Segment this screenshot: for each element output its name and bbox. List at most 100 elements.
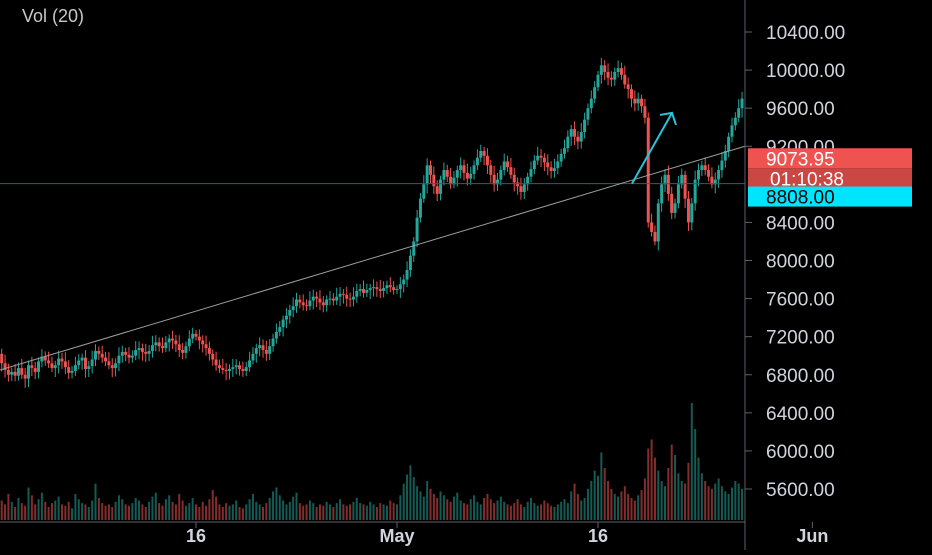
candle-body [382, 288, 386, 291]
candle-body [372, 287, 376, 289]
candle-body [228, 369, 231, 371]
volume-bar [409, 465, 412, 520]
candle-body [676, 184, 680, 204]
volume-bar [556, 504, 559, 520]
candle-body [700, 165, 704, 171]
candle-body [288, 310, 292, 316]
candle-body [703, 165, 707, 171]
candle-body [187, 338, 191, 347]
candle-body [599, 65, 603, 75]
candle-body [472, 165, 476, 174]
volume-bar [637, 495, 640, 520]
volume-bar [576, 494, 579, 520]
candle-body [341, 293, 345, 295]
volume-bar [426, 481, 429, 520]
candle-body [221, 368, 225, 370]
price-tick-label: 7600.00 [766, 290, 835, 311]
candle-body [355, 290, 359, 297]
volume-bar [97, 497, 100, 520]
volume-bar [710, 488, 713, 520]
volume-bar [593, 470, 596, 520]
price-tick-label: 7200.00 [766, 328, 835, 349]
candle-body [27, 365, 30, 379]
last-price-text: 9073.95 [766, 149, 835, 170]
candle-body [686, 198, 690, 223]
volume-bar [432, 494, 435, 520]
volume-bar [509, 505, 512, 520]
candle-body [512, 174, 516, 183]
candle-body [529, 169, 533, 177]
price-axis[interactable]: 10400.0010000.009600.009200.008400.00800… [744, 0, 912, 550]
volume-bar [64, 505, 67, 520]
candle-body [368, 288, 372, 291]
volume-bar [138, 500, 141, 520]
candle-body [154, 342, 158, 346]
candle-body [402, 279, 406, 285]
volume-bar [54, 500, 57, 520]
volume-bar [101, 503, 104, 520]
volume-bar [399, 495, 402, 520]
volume-bar [720, 486, 723, 520]
volume-bar [161, 505, 164, 520]
volume-bar [653, 457, 656, 520]
candle-body [609, 77, 613, 80]
volume-bar [731, 487, 733, 520]
trendline [0, 145, 746, 371]
volume-bar [503, 501, 506, 520]
volume-bar [248, 499, 251, 520]
volume-bar [302, 505, 305, 520]
volume-bar [241, 508, 244, 520]
volume-bar [667, 468, 670, 520]
candle-body [626, 84, 630, 90]
volume-bar [322, 505, 325, 520]
countdown-badge [748, 168, 912, 189]
candle-body [640, 98, 644, 107]
chart-drawings[interactable] [0, 111, 746, 371]
candle-body [485, 155, 489, 166]
candle-body [140, 348, 144, 352]
candle-body [539, 155, 543, 158]
candle-body [67, 367, 71, 373]
volume-bars [0, 403, 744, 520]
candle-body [683, 174, 687, 199]
candle-body [33, 368, 37, 372]
volume-bar [486, 494, 489, 520]
candle-body [462, 165, 466, 173]
volume-bar [10, 501, 13, 520]
candle-body [120, 351, 124, 356]
volume-bar [84, 504, 87, 520]
candle-body [740, 98, 744, 109]
volume-bar [198, 507, 201, 520]
candle-body [331, 298, 335, 301]
candle-body [549, 167, 553, 172]
candle-body [167, 338, 171, 343]
candle-body [646, 117, 650, 223]
candle-body [506, 161, 510, 168]
candle-body [502, 161, 506, 171]
candle-body [107, 361, 111, 366]
volume-bar [694, 429, 697, 520]
volume-bar [329, 504, 331, 520]
volume-bar [17, 497, 20, 520]
candle-body [425, 165, 429, 185]
volume-bar [617, 496, 620, 520]
candle-body [291, 306, 295, 311]
candle-body [30, 365, 34, 369]
volume-bar [469, 499, 472, 520]
volume-bar [352, 501, 355, 520]
time-axis[interactable]: 16 May 16 Jun [0, 521, 828, 546]
candle-body [573, 129, 577, 137]
candle-body [546, 162, 550, 168]
volume-bar [436, 497, 439, 520]
volume-bar [597, 475, 599, 520]
candle-body [737, 108, 741, 118]
volume-bar [382, 504, 385, 520]
volume-bar [325, 501, 328, 520]
volume-bar [640, 490, 643, 520]
volume-bar [27, 487, 30, 520]
candle-body [191, 333, 195, 339]
volume-study-label[interactable]: Vol (20) [22, 6, 85, 26]
candle-body [362, 289, 365, 293]
